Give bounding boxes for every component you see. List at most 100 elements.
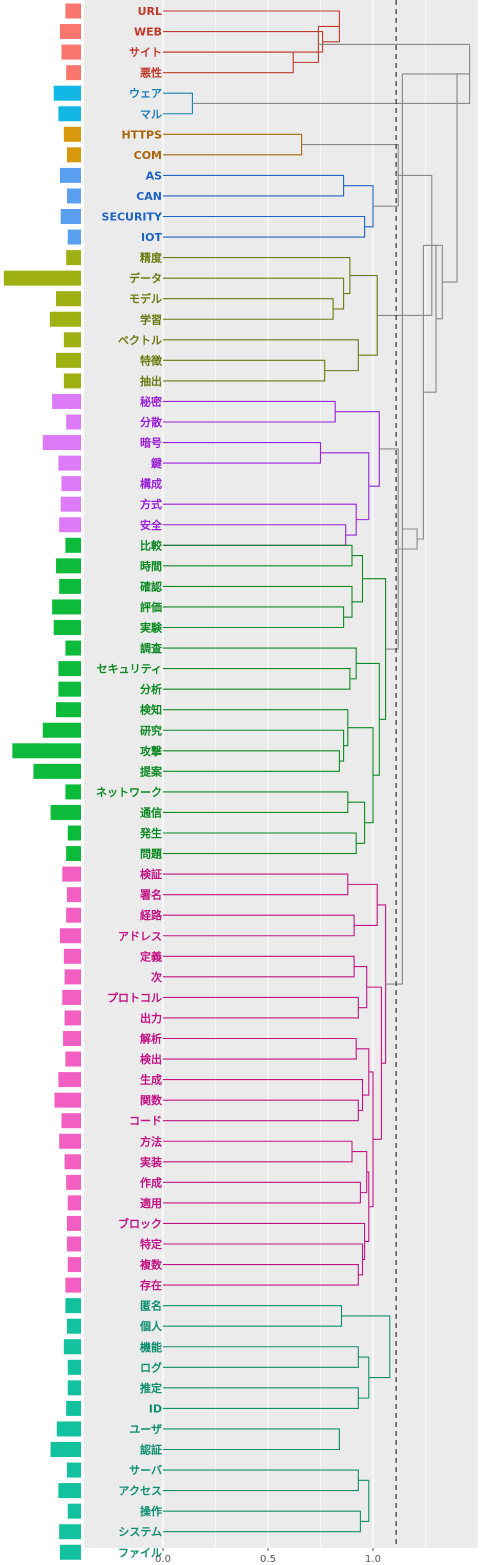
- leaf-bar: [56, 291, 81, 307]
- leaf-label: 経路: [140, 908, 163, 922]
- leaf-label: セキュリティ: [97, 663, 162, 676]
- leaf-bar: [66, 1174, 81, 1190]
- leaf-bar: [59, 1133, 81, 1149]
- leaf-bar: [67, 1195, 81, 1211]
- leaf-label: 実験: [140, 621, 163, 635]
- leaf-label: サイト: [129, 46, 162, 59]
- leaf-bar: [42, 435, 81, 451]
- leaf-label: 解析: [140, 1032, 162, 1046]
- x-tick-label: 0.0: [155, 1554, 171, 1565]
- leaf-label: 攻撃: [140, 744, 162, 758]
- leaf-bar: [42, 722, 81, 738]
- leaf-label: 検出: [140, 1052, 162, 1066]
- leaf-label: ログ: [140, 1360, 162, 1374]
- leaf-bar: [67, 825, 81, 841]
- leaf-label: 機能: [140, 1340, 162, 1354]
- leaf-bar: [67, 1257, 81, 1273]
- leaf-label: 分散: [140, 415, 163, 429]
- leaf-label: 研究: [140, 723, 162, 737]
- leaf-label: 操作: [140, 1504, 162, 1518]
- leaf-bar: [66, 1462, 81, 1478]
- leaf-label: 調査: [140, 641, 162, 655]
- leaf-label: 学習: [140, 312, 162, 326]
- leaf-label: AS: [146, 169, 163, 182]
- leaf-label: SECURITY: [102, 211, 164, 224]
- leaf-label: ファイル: [118, 1546, 162, 1559]
- leaf-bar: [62, 866, 81, 882]
- dendrogram-link: [341, 1315, 391, 1379]
- leaf-label: 悪性: [140, 66, 162, 80]
- leaf-label: 存在: [140, 1278, 162, 1292]
- leaf-bar: [59, 578, 81, 594]
- leaf-bar: [66, 907, 81, 923]
- leaf-bar: [67, 1359, 81, 1375]
- leaf-label: 検証: [140, 867, 162, 881]
- leaf-label: 抽出: [140, 374, 162, 388]
- leaf-bar: [66, 250, 81, 266]
- leaf-bar: [52, 599, 81, 615]
- leaf-bar: [66, 846, 81, 862]
- leaf-bar: [59, 1524, 81, 1540]
- leaf-label: データ: [129, 271, 162, 285]
- leaf-label: 定義: [140, 949, 162, 963]
- leaf-label: アクセス: [119, 1485, 162, 1498]
- leaf-bar: [66, 414, 81, 430]
- leaf-bar: [56, 702, 81, 718]
- leaf-bar: [67, 229, 81, 245]
- leaf-bar: [65, 1051, 81, 1067]
- leaf-bar: [58, 661, 81, 677]
- leaf-bar: [65, 640, 81, 656]
- leaf-label: 複数: [139, 1258, 163, 1272]
- leaf-bar: [33, 763, 81, 779]
- leaf-bar: [59, 928, 81, 944]
- leaf-bar: [56, 352, 81, 368]
- leaf-label: ベクトル: [118, 334, 162, 347]
- leaf-bar: [58, 1483, 81, 1499]
- leaf-label: ユーザ: [129, 1423, 162, 1436]
- leaf-bar: [66, 1400, 81, 1416]
- leaf-label: 認証: [140, 1443, 162, 1457]
- leaf-bar: [60, 496, 81, 512]
- leaf-label: HTTPS: [122, 128, 163, 141]
- leaf-label: 秘密: [140, 394, 162, 408]
- leaf-label: 方式: [140, 497, 162, 511]
- leaf-label: サーバ: [129, 1464, 162, 1477]
- leaf-bar: [53, 620, 81, 635]
- leaf-label: 適用: [140, 1196, 162, 1210]
- leaf-bar: [59, 167, 81, 183]
- leaf-label: 検知: [140, 703, 162, 717]
- leaf-bar: [63, 948, 81, 964]
- leaf-label: 個人: [139, 1319, 163, 1333]
- leaf-label: コード: [129, 1115, 162, 1128]
- leaf-label: マル: [140, 108, 162, 121]
- leaf-bar: [63, 373, 81, 389]
- leaf-bar: [3, 270, 82, 286]
- leaf-label: 作成: [140, 1175, 162, 1189]
- leaf-bar: [63, 126, 81, 142]
- leaf-label: 推定: [140, 1381, 162, 1395]
- leaf-label: 精度: [140, 251, 163, 265]
- leaf-label: 方法: [140, 1134, 162, 1148]
- leaf-bar: [63, 1339, 81, 1355]
- leaf-bar: [58, 455, 81, 471]
- leaf-bar: [50, 1442, 81, 1457]
- leaf-label: アドレス: [118, 930, 162, 943]
- leaf-label: 鍵: [151, 456, 162, 470]
- leaf-bar: [60, 209, 81, 224]
- leaf-label: ID: [149, 1402, 162, 1415]
- leaf-bar: [66, 1215, 81, 1231]
- leaf-bar: [64, 1154, 81, 1170]
- leaf-label: 生成: [140, 1073, 162, 1087]
- leaf-label: モデル: [129, 292, 162, 306]
- leaf-bar: [54, 1092, 81, 1108]
- leaf-bar: [58, 1072, 81, 1088]
- leaf-bar: [56, 1421, 81, 1437]
- leaf-label: 出力: [140, 1011, 162, 1025]
- leaf-label: 関数: [140, 1093, 163, 1107]
- leaf-label: 分析: [140, 682, 162, 696]
- leaf-label: 署名: [139, 888, 162, 902]
- leaf-label: 問題: [140, 848, 163, 861]
- leaf-bar: [66, 1236, 81, 1252]
- leaf-bar: [58, 106, 81, 122]
